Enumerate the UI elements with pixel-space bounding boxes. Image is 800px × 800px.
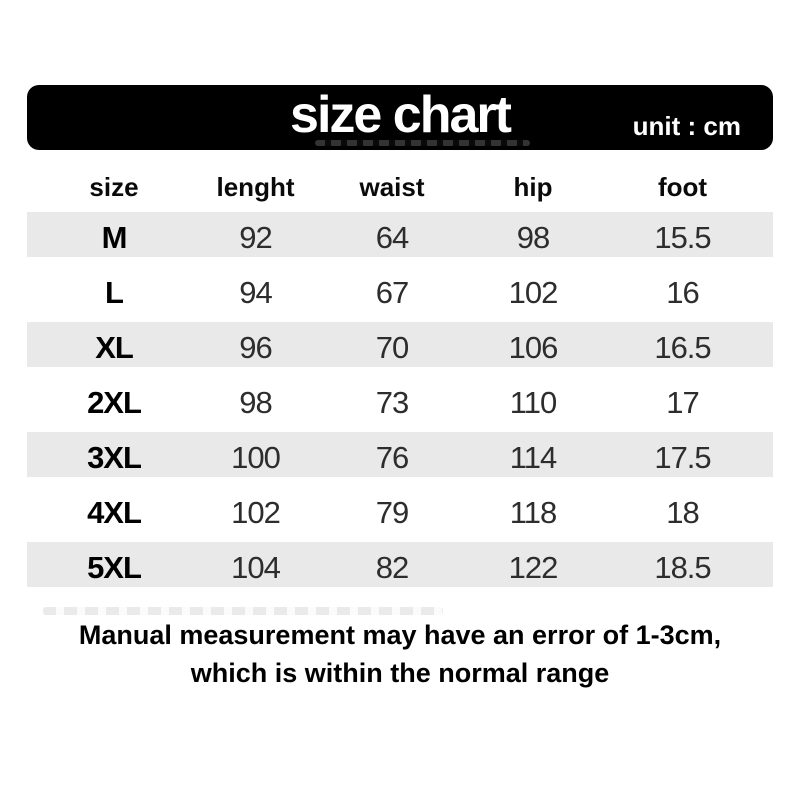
waist-value: 76 [375,439,409,475]
length-value: 100 [231,439,281,475]
foot-value: 16 [666,274,699,310]
title-banner: size chart unit : cm [27,85,773,150]
size-label: 5XL [87,549,142,585]
column-header-foot: foot [657,172,708,202]
table-row-xl: XL 96 70 106 16.5 [27,320,773,375]
hip-value: 106 [508,329,559,365]
table-row-m: M 92 64 98 15.5 [27,210,773,265]
table-row-2xl: 2XL 98 73 110 17 [27,375,773,430]
measurement-note-line1: Manual measurement may have an error of … [78,620,722,650]
table-row-3xl: 3XL 100 76 114 17.5 [27,430,773,485]
hip-value: 118 [509,494,557,530]
size-label: 3XL [87,439,142,475]
page-title: size chart [290,86,512,144]
table-row-4xl: 4XL 102 79 118 18 [27,485,773,540]
banner-ghost-text-artifact [315,140,530,146]
waist-value: 64 [375,219,409,255]
hip-value: 102 [508,274,559,310]
hip-value: 98 [516,219,550,255]
foot-value: 18 [666,494,699,530]
hip-value: 114 [509,439,557,475]
length-value: 98 [239,384,272,420]
waist-value: 82 [375,549,409,585]
foot-value: 18.5 [654,549,711,585]
column-header-waist: waist [359,172,425,202]
size-label: XL [95,329,134,365]
waist-value: 70 [375,329,409,365]
foot-value: 17 [666,384,699,420]
column-header-length: lenght [216,172,295,202]
foot-value: 17.5 [654,439,711,475]
size-label: 4XL [87,494,142,530]
measurement-note: Manual measurement may have an error of … [0,616,800,692]
length-value: 94 [239,274,272,310]
length-value: 92 [239,219,272,255]
unit-label: unit : cm [632,111,741,141]
foot-value: 16.5 [654,329,711,365]
ghost-text-artifact [43,607,443,615]
column-header-hip: hip [513,172,553,202]
size-label: M [101,219,128,255]
hip-value: 110 [509,384,557,420]
length-value: 102 [231,494,281,530]
waist-value: 73 [375,384,409,420]
measurement-note-line2: which is within the normal range [190,658,610,688]
size-label: 2XL [87,384,142,420]
length-value: 96 [239,329,272,365]
table-row-5xl: 5XL 104 82 122 18.5 [27,540,773,595]
size-label: L [105,274,124,310]
waist-value: 67 [375,274,409,310]
table-header-row: size lenght waist hip foot [27,165,773,210]
size-table: size lenght waist hip foot M 92 64 98 15… [27,165,773,595]
length-value: 104 [231,549,281,585]
table-row-l: L 94 67 102 16 [27,265,773,320]
waist-value: 79 [375,494,409,530]
foot-value: 15.5 [654,219,711,255]
column-header-size: size [89,172,139,202]
hip-value: 122 [508,549,559,585]
